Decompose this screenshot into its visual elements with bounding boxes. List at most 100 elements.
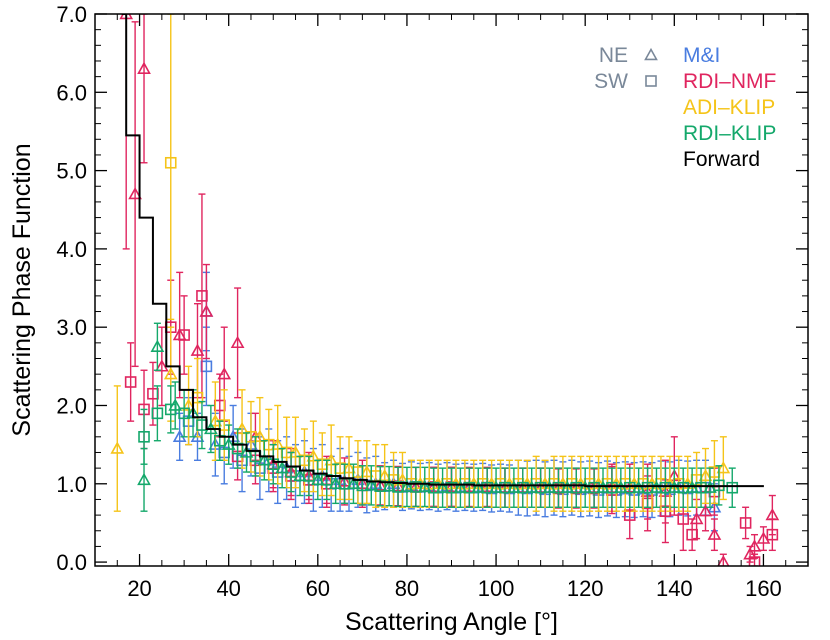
data-point (613, 480, 628, 493)
data-point (346, 476, 361, 489)
data-point (756, 531, 771, 544)
data-point (138, 431, 150, 443)
legend-entry: RDI–KLIP (683, 122, 776, 145)
data-point (230, 335, 245, 349)
data-point (342, 460, 356, 474)
data-point (677, 513, 690, 525)
y-tick-label: 1.0 (56, 472, 87, 497)
data-point (606, 481, 618, 494)
data-point (641, 481, 654, 494)
y-tick-label: 6.0 (56, 80, 87, 105)
data-point (410, 481, 422, 493)
data-point (199, 304, 214, 317)
data-point (667, 480, 682, 493)
y-tick-label: 4.0 (56, 237, 87, 262)
data-point (677, 481, 690, 494)
data-point (707, 527, 722, 540)
y-tick-label: 5.0 (56, 159, 87, 184)
data-point (578, 480, 593, 493)
data-point (534, 481, 547, 494)
data-point (717, 554, 730, 566)
data-point (110, 441, 125, 454)
legend: NE SW M&I RDI–NMF ADI–KLIP RDI–KLIP Forward (594, 44, 776, 171)
data-point (275, 460, 290, 474)
forward-model-line (121, 14, 764, 488)
data-point (481, 481, 493, 494)
data-point (716, 460, 731, 474)
data-point (417, 479, 432, 493)
data-point (257, 453, 272, 466)
data-point (400, 479, 414, 493)
data-point (164, 403, 177, 416)
data-point (489, 480, 503, 493)
data-point (178, 329, 190, 341)
data-point (124, 376, 137, 388)
data-point (507, 480, 521, 493)
data-point (328, 476, 343, 489)
data-point (766, 528, 779, 541)
data-point (435, 480, 450, 493)
data-layer (110, 14, 780, 566)
data-point (163, 367, 178, 380)
data-point (364, 478, 379, 491)
data-point (190, 343, 205, 356)
data-point (726, 481, 739, 494)
y-tick-label: 2.0 (56, 393, 87, 418)
data-point (231, 442, 244, 455)
y-tick-label: 7.0 (56, 2, 87, 27)
data-point (293, 468, 307, 482)
data-point (239, 445, 254, 458)
x-tick-label: 80 (395, 576, 419, 601)
data-point (739, 517, 752, 529)
data-point (427, 481, 440, 494)
data-point (747, 539, 762, 552)
legend-entry: ADI–KLIP (683, 96, 775, 119)
data-point (137, 61, 151, 75)
data-point (659, 481, 672, 494)
x-tick-label: 100 (478, 576, 515, 601)
data-point (221, 437, 236, 450)
legend-side-ne: NE (599, 44, 628, 67)
data-point (382, 478, 396, 492)
data-point (150, 339, 165, 352)
data-point (623, 509, 636, 521)
data-point (128, 186, 142, 200)
data-point (151, 407, 164, 420)
data-point (178, 407, 190, 420)
x-tick-label: 20 (127, 576, 151, 601)
data-point (570, 481, 583, 494)
series-adi-klip-square (164, 14, 721, 512)
data-point (596, 480, 610, 493)
legend-entry: M&I (683, 44, 720, 67)
x-tick-label: 60 (306, 576, 330, 601)
x-tick-label: 140 (656, 576, 693, 601)
data-point (154, 359, 169, 372)
y-tick-label: 0.0 (56, 550, 87, 575)
data-point (542, 480, 557, 493)
data-point (698, 504, 713, 517)
legend-triangle-marker (644, 47, 658, 61)
data-point (196, 290, 208, 302)
y-axis: 0.0 1.0 2.0 3.0 4.0 5.0 6.0 7.0 (56, 2, 808, 575)
data-point (524, 480, 539, 493)
y-axis-label: Scattering Phase Function (8, 143, 36, 436)
data-point (649, 480, 664, 493)
data-point (453, 480, 468, 493)
x-tick-label: 120 (567, 576, 604, 601)
y-tick-label: 3.0 (56, 315, 87, 340)
x-axis: 20 40 60 80 100 120 140 160 (94, 14, 809, 601)
data-point (499, 481, 511, 494)
data-point (137, 472, 151, 486)
x-tick-label: 160 (745, 576, 782, 601)
data-point (552, 481, 565, 494)
data-point (703, 480, 717, 493)
data-point (164, 156, 177, 169)
data-point (748, 556, 761, 566)
data-point (516, 481, 529, 494)
data-point (695, 481, 707, 494)
data-point (471, 480, 486, 493)
data-point (392, 481, 404, 493)
legend-square-marker (645, 75, 657, 87)
legend-side-sw: SW (594, 70, 628, 93)
